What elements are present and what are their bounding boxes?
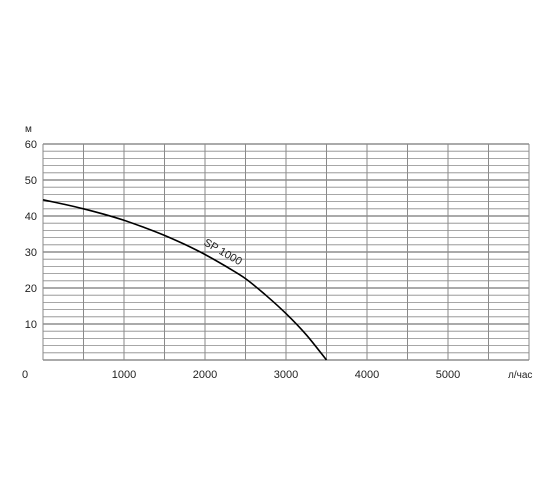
x-tick-label: 3000 <box>274 369 298 381</box>
y-axis-label: м <box>25 124 32 135</box>
series-line-0 <box>42 199 328 361</box>
x-tick-label: 4000 <box>355 369 379 381</box>
x-tick-label: 1000 <box>112 369 136 381</box>
x-tick-label: 0 <box>22 369 28 381</box>
y-tick-label: 40 <box>25 211 37 223</box>
x-axis-ticks: 0 1000 2000 3000 4000 5000 <box>22 369 460 381</box>
y-tick-label: 20 <box>25 283 37 295</box>
x-axis-label: л/час <box>508 370 532 381</box>
series-layer: SP 1000 <box>42 199 328 361</box>
y-tick-label: 50 <box>25 175 37 187</box>
y-tick-label: 60 <box>25 139 37 151</box>
y-tick-label: 10 <box>25 319 37 331</box>
y-axis-ticks: 10 20 30 40 50 60 <box>25 139 37 331</box>
major-grid <box>42 143 530 361</box>
x-tick-label: 2000 <box>193 369 217 381</box>
y-tick-label: 30 <box>25 247 37 259</box>
x-tick-label: 5000 <box>436 369 460 381</box>
